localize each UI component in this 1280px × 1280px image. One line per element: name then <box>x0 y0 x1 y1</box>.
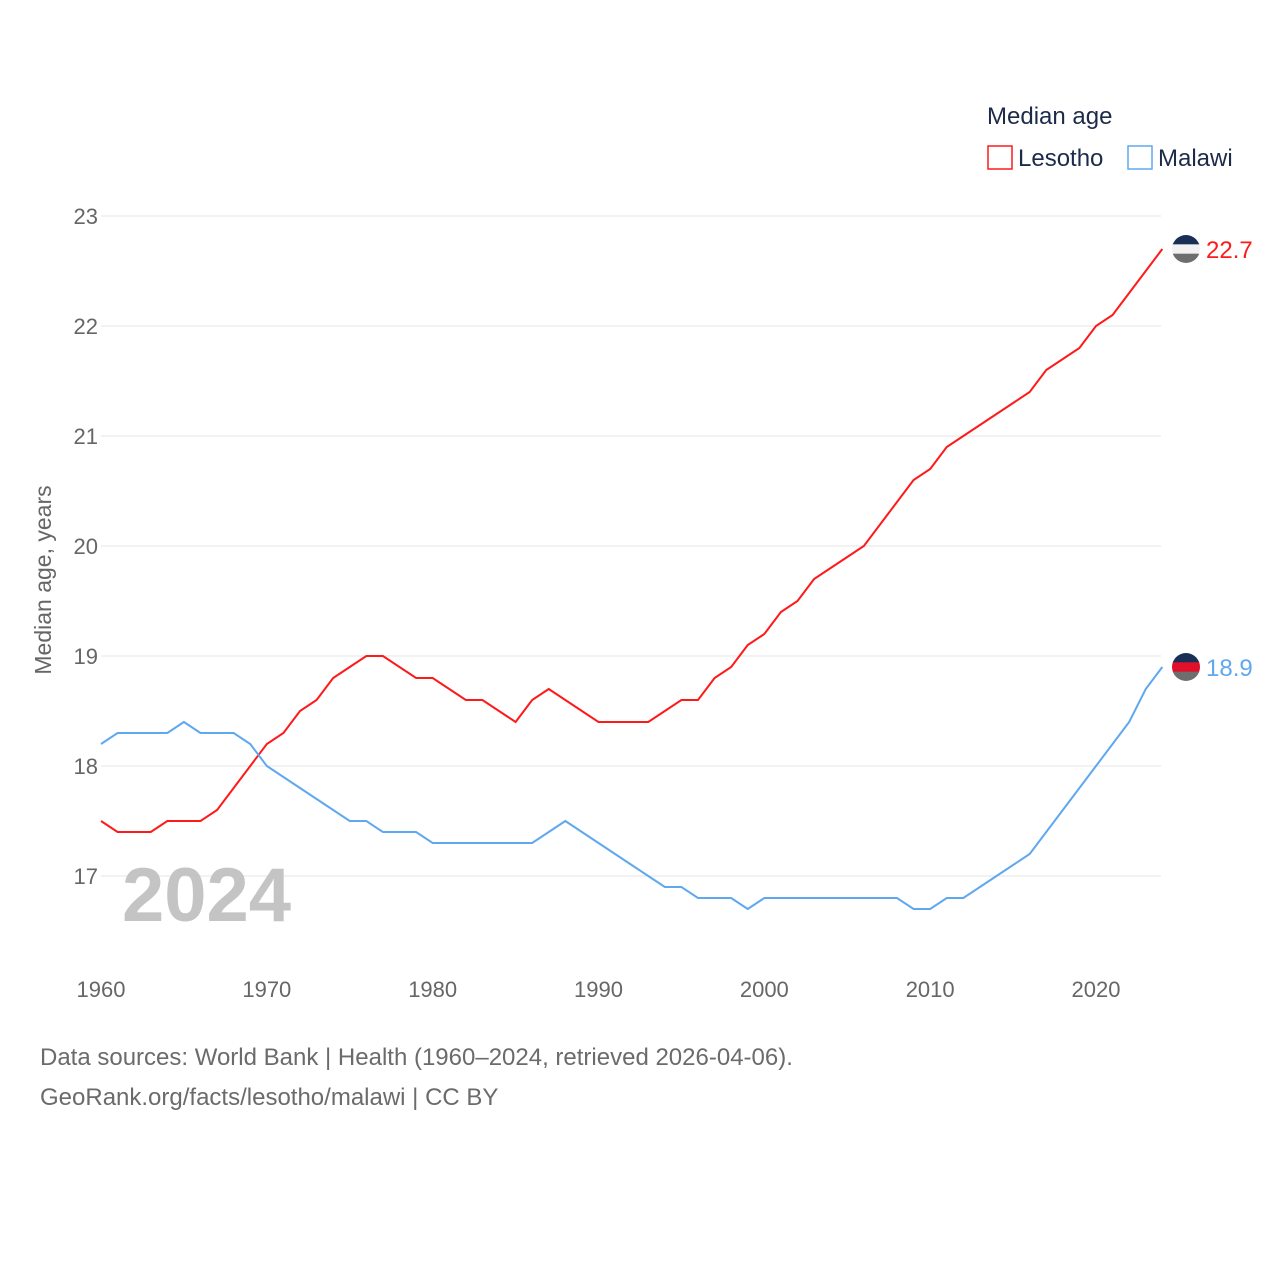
x-tick-label: 1990 <box>574 977 623 1002</box>
series-lines: 22.7 18.9 <box>100 235 1253 911</box>
end-value-label-lesotho: 22.7 <box>1206 237 1253 264</box>
y-tick-label: 21 <box>74 424 98 449</box>
grid: 17 18 19 20 21 22 23 1960 1970 1980 1990 2000 2010 20… <box>74 204 1161 1002</box>
y-tick-label: 19 <box>74 644 98 669</box>
legend-title: Median age <box>987 103 1112 130</box>
x-tick-label: 2010 <box>906 977 955 1002</box>
legend-label-lesotho: Lesotho <box>1018 145 1103 172</box>
line-chart: 17 18 19 20 21 22 23 1960 1970 1980 1990 2000 2010 20… <box>30 103 1253 1002</box>
end-value-label-malawi: 18.9 <box>1206 655 1253 682</box>
legend-item-lesotho[interactable]: Lesotho <box>987 145 1103 172</box>
footer-sources: Data sources: World Bank | Health (1960–… <box>40 1044 793 1071</box>
legend-item-malawi[interactable]: Malawi <box>1127 145 1233 172</box>
x-tick-label: 2020 <box>1072 977 1121 1002</box>
y-tick-label: 22 <box>74 314 98 339</box>
series-line-malawi <box>100 666 1164 911</box>
x-tick-label: 1980 <box>408 977 457 1002</box>
year-watermark: 2024 <box>122 853 291 938</box>
y-tick-label: 17 <box>74 864 98 889</box>
footer-link[interactable]: GeoRank.org/facts/lesotho/malawi | CC BY <box>40 1084 499 1111</box>
legend-swatch-malawi <box>1127 145 1153 170</box>
y-tick-label: 23 <box>74 204 98 229</box>
legend-label-malawi: Malawi <box>1158 145 1233 172</box>
flag-icon-lesotho <box>1172 235 1200 263</box>
y-axis-label: Median age, years <box>30 485 56 674</box>
series-line-lesotho <box>100 248 1164 833</box>
legend-swatch-lesotho <box>987 145 1013 170</box>
x-tick-label: 1960 <box>77 977 126 1002</box>
flag-icon-malawi <box>1172 653 1200 681</box>
x-tick-label: 2000 <box>740 977 789 1002</box>
x-tick-label: 1970 <box>242 977 291 1002</box>
y-tick-label: 20 <box>74 534 98 559</box>
y-tick-label: 18 <box>74 754 98 779</box>
